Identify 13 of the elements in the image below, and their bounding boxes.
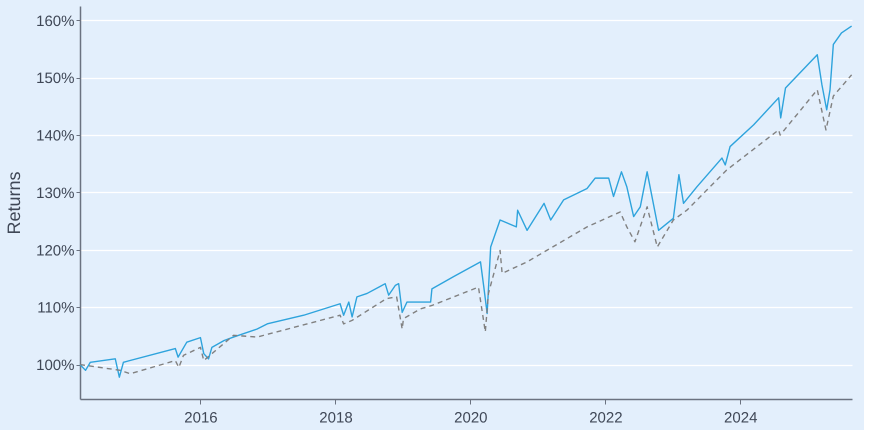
y-tick-label: 150% [36,70,74,88]
y-tick-label: 140% [36,128,74,145]
y-axis-title: Returns [4,171,24,235]
y-tick-label: 100% [36,357,74,374]
x-tick-label: 2024 [724,410,758,426]
x-tick-label: 2020 [454,410,488,426]
x-tick-label: 2022 [589,410,623,426]
y-tick-label: 120% [36,242,74,260]
x-tick-label: 2016 [184,410,218,426]
x-tick-label: 2018 [319,410,353,426]
y-tick-label: 110% [37,300,74,317]
y-tick-label: 130% [36,184,74,202]
y-tick-label: 160% [36,12,74,30]
